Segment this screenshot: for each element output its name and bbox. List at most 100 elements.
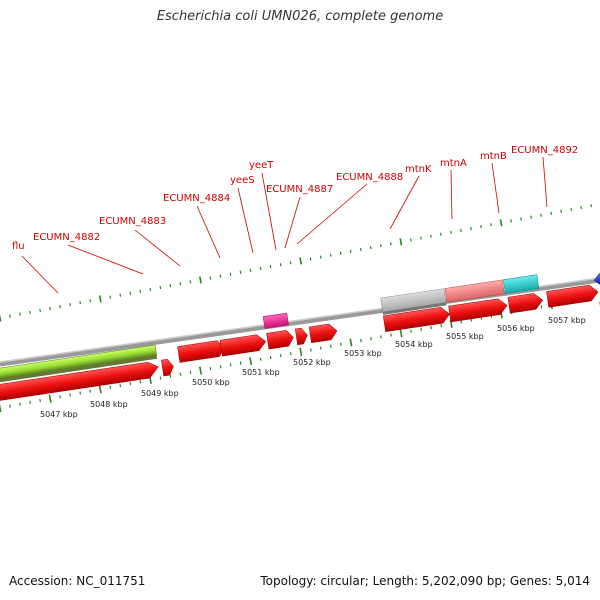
tick-mark: [19, 312, 21, 316]
tick-mark: [69, 393, 72, 397]
scale-label-5051: 5051 kbp: [242, 368, 280, 377]
tick-mark: [279, 263, 282, 267]
tick-mark: [149, 287, 152, 292]
tick-mark: [299, 257, 303, 265]
tick-mark: [369, 245, 372, 250]
tick-mark: [319, 255, 322, 259]
tick-mark: [379, 244, 382, 248]
tick-mark: [450, 230, 452, 234]
cds-arrow-4883: [177, 340, 225, 363]
cds-arrow-small-1: [161, 358, 174, 377]
tick-mark: [219, 274, 222, 278]
tick-mark: [499, 219, 503, 227]
cds-arrow-4892: [546, 284, 599, 308]
tick-mark: [0, 314, 2, 322]
gene-labels: flu ECUMN_4882 ECUMN_4883 ECUMN_4884 yee…: [12, 145, 578, 252]
tick-mark: [490, 223, 492, 227]
cds-arrow-yeet: [294, 327, 308, 346]
tick-mark: [89, 299, 92, 303]
tick-mark: [360, 339, 362, 343]
tick-mark: [289, 352, 292, 356]
tick-mark: [289, 261, 292, 265]
tick-mark: [209, 276, 212, 280]
tick-mark: [530, 215, 532, 219]
yees-magenta-feature: [262, 312, 289, 329]
flu-green-feature: [0, 344, 158, 386]
tick-mark: [98, 385, 102, 394]
tick-mark: [109, 295, 112, 299]
tick-mark: [19, 402, 21, 406]
scale-label-5054: 5054 kbp: [395, 340, 433, 349]
tick-mark: [169, 374, 172, 378]
tick-mark: [29, 400, 31, 405]
tick-mark: [380, 335, 382, 339]
tick-mark: [229, 363, 232, 367]
tick-mark: [249, 268, 252, 273]
gene-label-ecumn-4892: ECUMN_4892: [511, 145, 578, 156]
cds-arrow-4887: [308, 323, 338, 344]
tick-mark: [339, 251, 342, 255]
tick-mark: [249, 357, 253, 366]
tick-mark: [470, 226, 472, 231]
tick-mark: [98, 295, 102, 303]
gene-label-ecumn-4883: ECUMN_4883: [99, 216, 166, 227]
tick-mark: [510, 219, 512, 223]
cds-arrow-yees: [266, 330, 294, 350]
tick-mark: [139, 380, 142, 384]
tick-mark: [349, 338, 353, 347]
gene-label-mtna: mtnA: [440, 158, 467, 169]
mtnk-grey-underline: [382, 302, 447, 315]
tick-mark: [430, 234, 432, 238]
tick-mark: [349, 249, 352, 253]
tick-mark: [69, 303, 71, 307]
tick-mark: [440, 324, 443, 328]
tick-mark: [540, 213, 542, 217]
tick-mark: [179, 372, 182, 376]
tick-mark: [269, 265, 272, 269]
tick-mark: [109, 385, 112, 390]
tick-mark: [119, 293, 122, 297]
cds-arrow-mtna: [448, 298, 508, 323]
map-title: Escherichia coli UMN026, complete genome: [156, 9, 444, 24]
tick-mark: [179, 282, 182, 286]
tick-mark: [370, 337, 372, 341]
tick-mark: [9, 314, 11, 318]
tick-mark: [320, 346, 322, 350]
tick-mark: [259, 357, 262, 361]
scale-label-5048: 5048 kbp: [90, 400, 128, 409]
tick-mark: [550, 211, 552, 215]
cds-arrow-mtnk: [382, 307, 451, 332]
tick-mark: [59, 304, 61, 309]
tick-mark: [159, 376, 162, 380]
kbp-scale-labels: 5047 kbp 5048 kbp 5049 kbp 5050 kbp 5051…: [40, 316, 586, 419]
tick-mark: [189, 280, 192, 284]
scale-label-5055: 5055 kbp: [446, 332, 484, 341]
cds-arrow-left: [0, 361, 159, 404]
tick-mark: [189, 370, 192, 375]
tick-mark: [159, 285, 162, 290]
tick-mark: [440, 232, 442, 236]
tick-mark: [309, 257, 312, 261]
genome-summary-text: Topology: circular; Length: 5,202,090 bp…: [260, 574, 590, 588]
scale-label-5049: 5049 kbp: [141, 389, 179, 398]
gene-label-ecumn-4884: ECUMN_4884: [163, 193, 230, 204]
tick-mark: [48, 394, 52, 403]
gene-label-ecumn-4888: ECUMN_4888: [336, 172, 403, 183]
tick-mark: [0, 403, 2, 413]
tick-mark: [129, 382, 132, 386]
tick-mark: [279, 354, 282, 358]
cds-arrow-mtnb: [507, 293, 544, 314]
tick-mark: [269, 355, 272, 360]
tick-mark: [399, 238, 403, 246]
tick-mark: [39, 308, 41, 313]
tick-mark: [79, 391, 82, 395]
tick-mark: [420, 327, 422, 331]
tick-mark: [199, 276, 202, 284]
gene-label-flu: flu: [12, 241, 25, 252]
tick-mark: [540, 305, 543, 309]
tick-mark: [310, 348, 312, 352]
gene-label-mtnb: mtnB: [480, 151, 507, 162]
scale-label-5057: 5057 kbp: [548, 316, 586, 325]
tick-mark: [29, 310, 31, 314]
gene-label-yeet: yeeT: [249, 160, 274, 171]
